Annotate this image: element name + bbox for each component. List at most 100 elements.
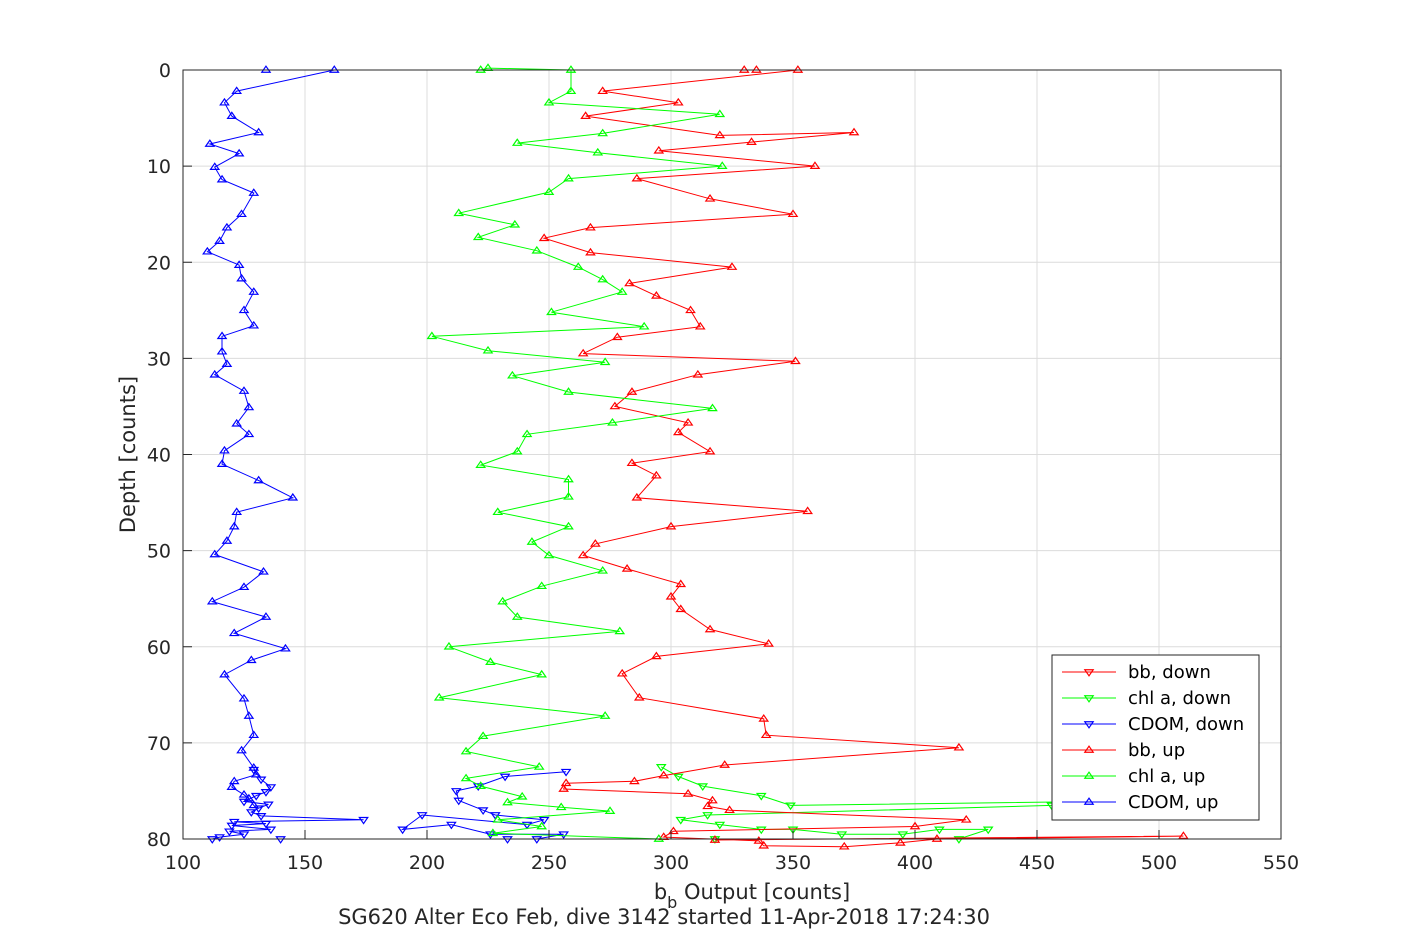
data-point-marker xyxy=(599,711,611,719)
data-point-marker xyxy=(426,331,438,340)
data-point-marker xyxy=(665,521,677,530)
legend-marker xyxy=(1083,797,1095,805)
data-point-marker xyxy=(572,262,584,270)
x-tick-label: 300 xyxy=(653,852,689,874)
data-point-marker xyxy=(597,565,609,574)
data-point-marker xyxy=(231,418,243,427)
data-point-marker xyxy=(243,711,255,719)
data-point-marker xyxy=(704,446,716,455)
legend-entry: bb, down xyxy=(1062,662,1211,683)
data-point-marker xyxy=(219,445,230,454)
x-tick-label: 200 xyxy=(409,852,445,874)
data-point-marker xyxy=(416,812,428,820)
data-point-marker xyxy=(472,232,484,241)
data-point-marker xyxy=(206,596,218,605)
data-point-marker xyxy=(221,536,233,544)
data-point-marker xyxy=(716,161,728,169)
data-point-marker xyxy=(538,816,550,825)
data-point-marker xyxy=(499,773,511,782)
data-point-marker xyxy=(255,813,267,821)
series-chl-a-up xyxy=(426,63,728,842)
data-point-marker xyxy=(577,550,589,559)
data-point-marker xyxy=(526,537,538,545)
data-point-marker xyxy=(216,346,228,355)
data-point-marker xyxy=(758,714,770,722)
data-point-marker xyxy=(328,65,340,73)
data-point-marker xyxy=(238,789,250,798)
data-point-marker xyxy=(216,174,228,183)
legend-entry: bb, up xyxy=(1062,740,1185,761)
data-point-marker xyxy=(633,692,645,701)
data-point-marker xyxy=(238,386,250,394)
data-point-marker xyxy=(219,669,230,678)
data-point-marker xyxy=(1178,831,1189,839)
data-point-marker xyxy=(358,816,369,825)
data-point-marker xyxy=(631,173,643,182)
data-point-marker xyxy=(263,801,274,810)
data-point-marker xyxy=(682,788,694,797)
x-tick-label: 250 xyxy=(531,852,567,874)
data-point-marker xyxy=(719,760,731,768)
data-point-marker xyxy=(787,209,799,218)
data-point-marker xyxy=(477,731,489,740)
data-point-marker xyxy=(621,564,633,572)
data-point-marker xyxy=(482,345,494,354)
data-point-marker xyxy=(502,836,513,844)
data-point-marker xyxy=(231,86,243,95)
data-point-marker xyxy=(245,655,257,664)
data-point-marker xyxy=(446,821,457,830)
data-point-marker xyxy=(702,801,713,810)
data-point-marker xyxy=(238,831,250,840)
data-point-marker xyxy=(209,369,221,378)
data-point-marker xyxy=(838,841,850,850)
series-chl-a-down xyxy=(655,764,1184,844)
data-point-marker xyxy=(475,65,487,73)
data-point-marker xyxy=(558,831,569,840)
legend-label: CDOM, down xyxy=(1128,714,1244,735)
data-point-marker xyxy=(521,821,533,830)
data-point-marker xyxy=(653,834,665,842)
data-point-marker xyxy=(753,836,765,844)
data-point-marker xyxy=(672,427,684,436)
data-point-marker xyxy=(238,798,250,807)
legend-box xyxy=(1051,654,1260,821)
data-point-marker xyxy=(714,130,726,139)
data-point-marker xyxy=(758,840,770,849)
data-point-marker xyxy=(651,470,662,479)
data-point-marker xyxy=(692,369,704,378)
data-point-marker xyxy=(597,86,609,95)
data-point-marker xyxy=(221,359,233,368)
data-point-marker xyxy=(531,836,543,844)
data-point-marker xyxy=(611,332,623,341)
data-point-marker xyxy=(609,401,621,410)
data-point-marker xyxy=(228,776,240,785)
data-point-marker xyxy=(253,127,264,136)
data-point-marker xyxy=(236,745,247,754)
data-point-marker xyxy=(702,812,713,820)
data-point-marker xyxy=(558,784,569,792)
data-point-marker xyxy=(763,639,774,647)
data-point-marker xyxy=(228,521,240,530)
legend-marker xyxy=(1083,695,1095,703)
data-point-marker xyxy=(243,429,255,438)
data-point-marker xyxy=(245,809,257,817)
data-point-marker xyxy=(724,805,735,814)
data-point-marker xyxy=(785,802,796,811)
data-point-marker xyxy=(931,834,943,842)
data-point-marker xyxy=(536,669,548,678)
data-point-marker xyxy=(236,273,247,282)
data-point-marker xyxy=(624,278,635,287)
data-point-marker xyxy=(746,137,757,145)
data-point-marker xyxy=(704,624,716,633)
x-axis-label-subscript: b xyxy=(667,893,677,912)
x-tick-label: 450 xyxy=(1019,852,1055,874)
data-point-marker xyxy=(590,539,601,547)
data-point-marker xyxy=(275,836,286,844)
data-point-marker xyxy=(497,596,508,605)
data-point-marker xyxy=(751,65,762,73)
data-point-marker xyxy=(253,805,264,814)
data-point-marker xyxy=(236,209,247,218)
data-point-marker xyxy=(228,628,240,637)
legend-label: bb, down xyxy=(1128,662,1211,683)
data-point-marker xyxy=(475,460,487,468)
